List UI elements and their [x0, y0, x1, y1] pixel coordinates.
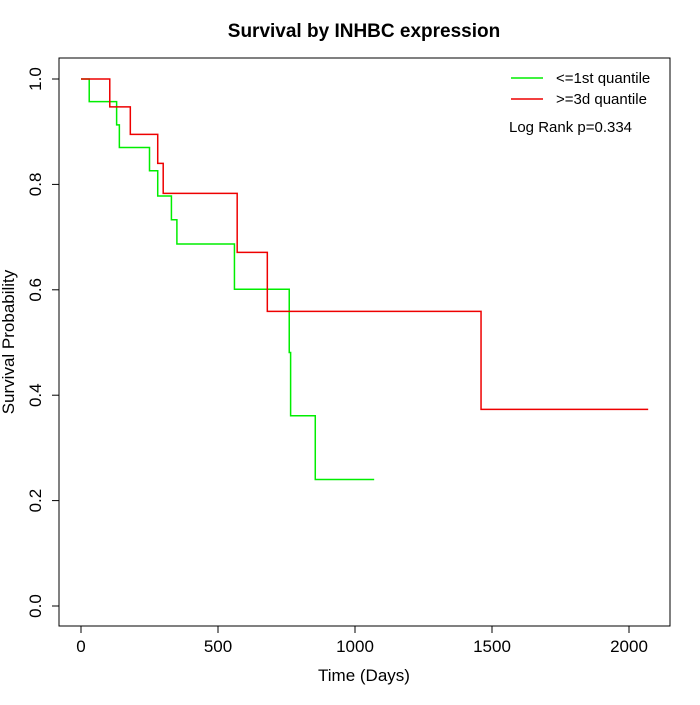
y-axis-label: Survival Probability: [0, 269, 18, 414]
x-tick-label: 2000: [610, 637, 648, 656]
chart-title: Survival by INHBC expression: [228, 21, 500, 42]
x-axis-label: Time (Days): [318, 666, 410, 685]
x-tick-label: 1000: [336, 637, 374, 656]
x-tick-label: 1500: [473, 637, 511, 656]
y-tick-label: 0.0: [26, 594, 45, 618]
legend-label-1: <=1st quantile: [556, 70, 650, 87]
legend: <=1st quantile >=3d quantile: [511, 70, 650, 108]
x-tick-label: 0: [76, 637, 85, 656]
series-line-2: [81, 78, 649, 411]
y-tick-label: 0.6: [26, 278, 45, 302]
y-tick-label: 0.4: [26, 383, 45, 407]
x-axis: 0 500 1000 1500 2000: [76, 625, 648, 656]
log-rank-annotation: Log Rank p=0.334: [509, 119, 632, 136]
y-axis: 0.0 0.2 0.4 0.6 0.8 1.0: [26, 67, 60, 618]
y-tick-label: 0.8: [26, 173, 45, 197]
series-line-1: [81, 78, 375, 481]
x-tick-label: 500: [204, 637, 232, 656]
y-tick-label: 0.2: [26, 489, 45, 513]
legend-label-2: >=3d quantile: [556, 91, 647, 108]
y-tick-label: 1.0: [26, 67, 45, 91]
series-group: [81, 78, 649, 481]
